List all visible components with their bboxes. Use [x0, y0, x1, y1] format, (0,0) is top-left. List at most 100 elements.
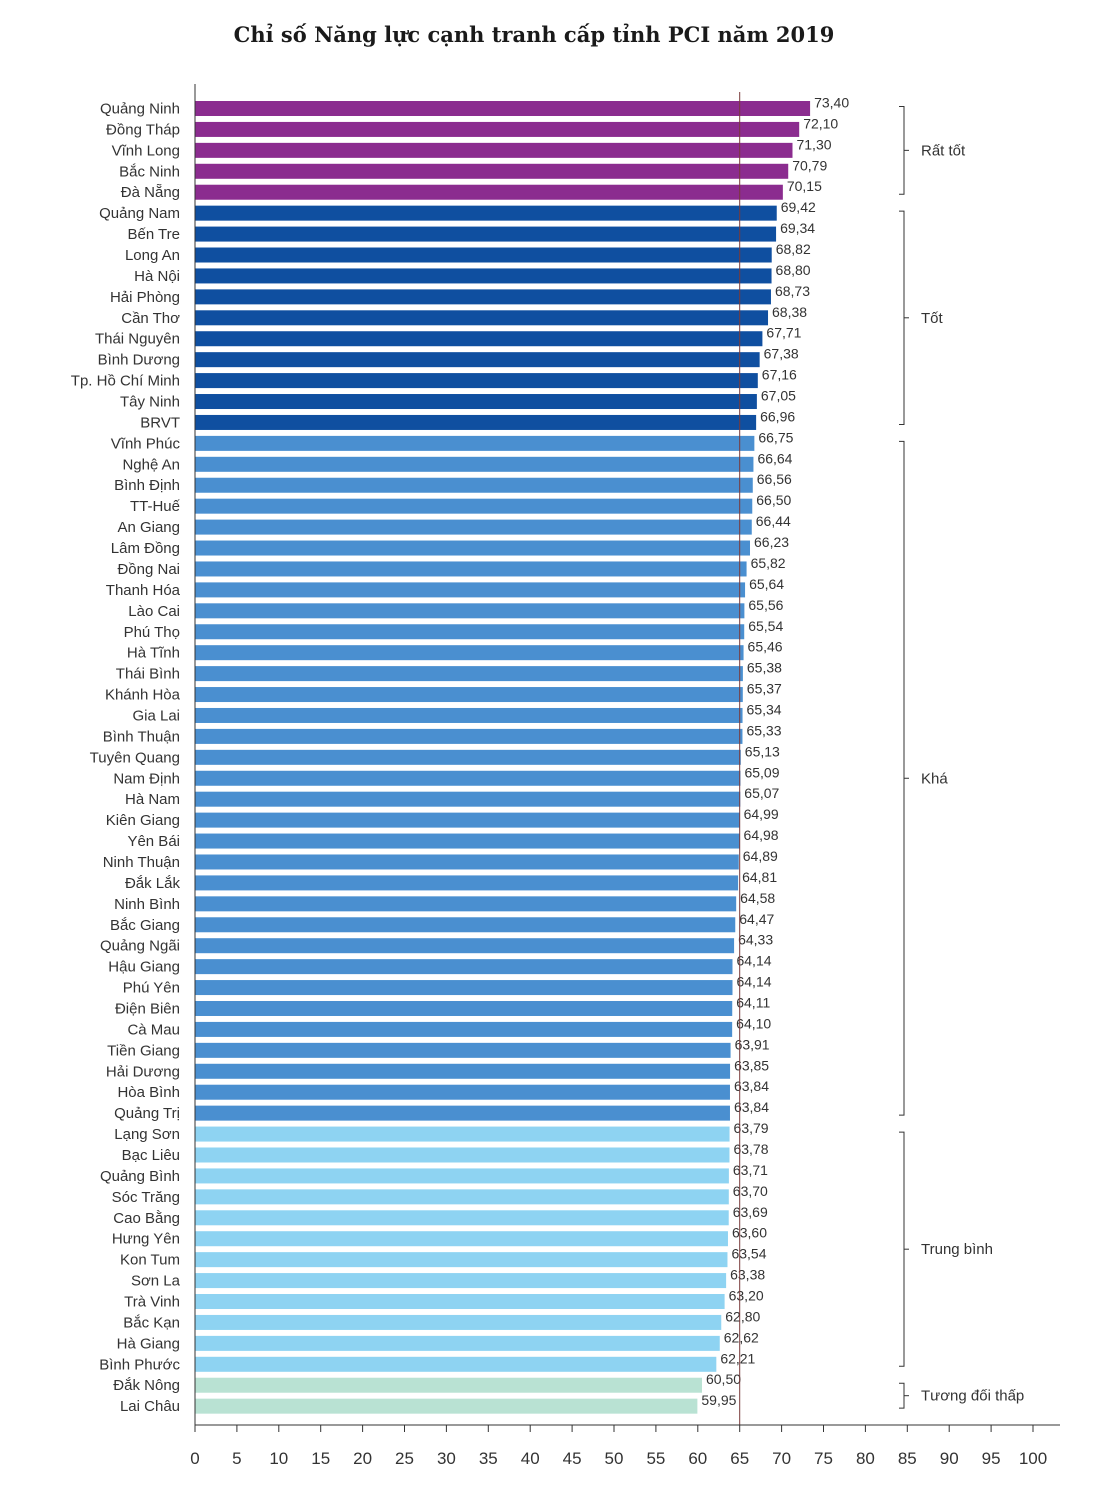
- x-tick-label: 90: [940, 1449, 959, 1468]
- bar: [195, 896, 737, 912]
- bar: [195, 184, 783, 200]
- x-tick-label: 55: [646, 1449, 665, 1468]
- category-label: Hà Tĩnh: [127, 645, 180, 662]
- x-tick-label: 45: [563, 1449, 582, 1468]
- value-label: 67,38: [764, 346, 799, 362]
- x-tick-label: 75: [814, 1449, 833, 1468]
- bar: [195, 1210, 729, 1226]
- value-label: 64,89: [743, 848, 778, 864]
- category-label: Nam Định: [113, 770, 180, 787]
- category-label: Bình Dương: [98, 352, 180, 369]
- value-label: 63,84: [734, 1099, 769, 1115]
- value-label: 70,15: [787, 178, 822, 194]
- bar: [195, 142, 793, 158]
- bar: [195, 1398, 698, 1414]
- value-label: 64,81: [742, 869, 777, 885]
- category-label: An Giang: [117, 519, 180, 536]
- bar: [195, 498, 753, 514]
- category-label: Lâm Đồng: [111, 540, 180, 557]
- category-label: Nghệ An: [122, 456, 180, 473]
- value-label: 63,70: [733, 1183, 768, 1199]
- value-label: 62,62: [724, 1329, 759, 1345]
- x-tick-label: 50: [605, 1449, 624, 1468]
- category-label: Khánh Hòa: [105, 687, 181, 704]
- group-label: Rất tốt: [921, 142, 966, 159]
- x-tick-label: 10: [269, 1449, 288, 1468]
- x-tick-label: 5: [232, 1449, 241, 1468]
- value-label: 65,46: [748, 639, 783, 655]
- group-brackets: Rất tốt Tốt Khá Trung bình Tương đối thấp: [899, 106, 1024, 1409]
- category-label: Thanh Hóa: [106, 582, 181, 599]
- bar: [195, 959, 733, 975]
- value-label: 65,07: [744, 785, 779, 801]
- value-label: 66,96: [760, 408, 795, 424]
- group-label: Trung bình: [921, 1241, 993, 1258]
- group-bracket: [899, 210, 905, 425]
- value-label: 65,64: [749, 576, 784, 592]
- bar: [195, 791, 741, 807]
- bar: [195, 1000, 733, 1016]
- value-label: 73,40: [814, 95, 849, 111]
- value-label: 67,05: [761, 388, 796, 404]
- category-label: Hòa Bình: [117, 1084, 180, 1101]
- bar: [195, 875, 739, 891]
- value-label: 62,21: [720, 1350, 755, 1366]
- category-label: TT-Huế: [130, 498, 181, 515]
- category-label: Đồng Nai: [117, 561, 180, 578]
- bar: [195, 352, 760, 368]
- value-label: 71,30: [796, 136, 831, 152]
- value-label: 63,54: [731, 1246, 766, 1262]
- axis-layer: 0 5 10 15 20 25 30 35 40 45 50 55 60 65 70 75 80 85 90 95 10…: [190, 84, 1060, 1468]
- bar: [195, 310, 769, 326]
- bar: [195, 1356, 717, 1372]
- group-bracket: [899, 1382, 905, 1409]
- category-label: Hải Phòng: [110, 289, 180, 306]
- bar: [195, 1105, 730, 1121]
- value-label: 66,44: [756, 513, 791, 529]
- category-label: Lai Châu: [120, 1398, 180, 1415]
- bar: [195, 1063, 731, 1079]
- value-label: 64,98: [744, 827, 779, 843]
- value-label: 63,60: [732, 1225, 767, 1241]
- value-label: 66,23: [754, 534, 789, 550]
- value-label: 68,82: [776, 241, 811, 257]
- x-tick-label: 70: [772, 1449, 791, 1468]
- bar: [195, 414, 757, 430]
- bar: [195, 687, 743, 703]
- category-label: Sóc Trăng: [112, 1189, 180, 1206]
- value-label: 65,13: [745, 743, 780, 759]
- bar: [195, 101, 811, 116]
- category-label: Thái Nguyên: [95, 331, 180, 348]
- value-label: 63,85: [734, 1057, 769, 1073]
- bar: [195, 247, 772, 263]
- x-tick-label: 30: [437, 1449, 456, 1468]
- bar: [195, 645, 744, 661]
- category-label: Hà Nội: [134, 268, 180, 285]
- bar: [195, 770, 741, 786]
- bar: [195, 456, 754, 472]
- value-label: 63,79: [734, 1120, 769, 1136]
- category-label: Hưng Yên: [112, 1231, 180, 1248]
- bar: [195, 1168, 729, 1184]
- value-label: 59,95: [701, 1392, 736, 1408]
- bar: [195, 331, 763, 347]
- category-label: Điện Biên: [115, 1000, 180, 1017]
- value-label: 63,38: [730, 1267, 765, 1283]
- bar: [195, 1189, 729, 1205]
- bar: [195, 373, 758, 389]
- bar: [195, 1335, 720, 1351]
- value-label: 60,50: [706, 1371, 741, 1387]
- value-label: 66,75: [758, 429, 793, 445]
- value-label: 63,78: [733, 1141, 768, 1157]
- bar: [195, 561, 747, 577]
- category-label: Trà Vinh: [124, 1294, 180, 1311]
- category-label: Tuyên Quang: [90, 749, 180, 766]
- bar: [195, 1042, 731, 1058]
- bar: [195, 1314, 722, 1330]
- value-label: 63,20: [729, 1288, 764, 1304]
- category-label: Đồng Tháp: [106, 121, 180, 138]
- category-label: Quảng Ninh: [100, 101, 180, 118]
- bar: [195, 1021, 733, 1037]
- category-label: Lạng Sơn: [114, 1126, 180, 1143]
- group-label: Khá: [921, 770, 948, 787]
